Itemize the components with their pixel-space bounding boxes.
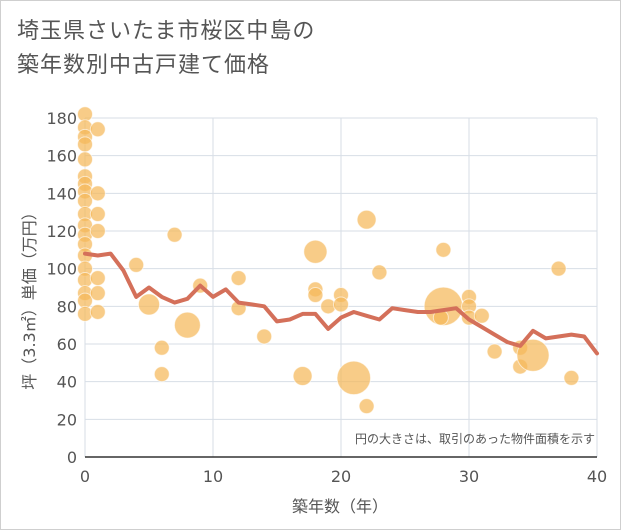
bubble-point-24[interactable]: [89, 285, 106, 302]
y-tick-label-80: 80: [57, 297, 77, 316]
x-tick-label-40: 40: [587, 467, 607, 486]
bubble-point-35[interactable]: [256, 328, 273, 345]
bubble-point-44[interactable]: [356, 209, 377, 230]
bubble-point-27[interactable]: [137, 293, 161, 316]
x-tick-label-10: 10: [203, 467, 223, 486]
bubble-point-31[interactable]: [173, 311, 201, 339]
size-annotation: 円の大きさは、取引のあった物件面積を示す: [355, 431, 595, 446]
bubble-point-30[interactable]: [166, 226, 183, 243]
bubble-point-29[interactable]: [153, 366, 170, 383]
x-tick-label-30: 30: [459, 467, 479, 486]
bubble-point-26[interactable]: [128, 256, 145, 273]
bubble-point-33[interactable]: [230, 270, 247, 287]
bubble-point-58[interactable]: [550, 260, 567, 277]
chart-title-line-2: 築年数別中古戸建て価格: [17, 53, 271, 78]
y-tick-label-180: 180: [46, 109, 77, 128]
bubble-point-23[interactable]: [89, 270, 106, 287]
y-tick-label-140: 140: [46, 184, 77, 203]
y-tick-label-120: 120: [46, 222, 77, 241]
bubble-point-3[interactable]: [77, 136, 93, 153]
bubble-point-43[interactable]: [336, 360, 372, 396]
y-tick-label-160: 160: [46, 147, 77, 166]
bubble-point-46[interactable]: [371, 264, 388, 281]
y-tick-label-0: 0: [67, 448, 77, 467]
chart-title: 埼玉県さいたま市桜区中島の 築年数別中古戸建て価格: [17, 15, 315, 83]
bubble-point-19[interactable]: [89, 121, 106, 138]
bubble-point-53[interactable]: [473, 307, 490, 324]
bubble-point-25[interactable]: [89, 303, 106, 320]
trend-series: [83, 251, 599, 356]
x-tick-label-20: 20: [331, 467, 351, 486]
bubble-point-37[interactable]: [303, 239, 328, 264]
average-trend-line: [83, 251, 599, 356]
y-tick-label-20: 20: [57, 410, 77, 429]
y-tick-label-100: 100: [46, 260, 77, 279]
bubble-point-22[interactable]: [89, 223, 106, 239]
y-tick-label-40: 40: [57, 373, 77, 392]
y-axis-label: 坪（3.3㎡）単価（万円）: [20, 204, 39, 389]
grid-lines: [84, 117, 598, 458]
bubble-point-21[interactable]: [89, 206, 106, 223]
bubble-point-48[interactable]: [435, 241, 452, 258]
y-tick-label-60: 60: [57, 335, 77, 354]
bubble-point-59[interactable]: [563, 369, 580, 386]
axis-ticks: 0 20 40 60 80 100 120 140 160 180 0 10 20 30 40: [46, 109, 607, 486]
x-tick-label-0: 0: [80, 467, 90, 486]
bubble-point-57[interactable]: [516, 338, 550, 372]
bubble-point-4[interactable]: [77, 151, 93, 168]
bubble-point-36[interactable]: [292, 366, 313, 387]
bubble-point-20[interactable]: [89, 185, 106, 202]
bubble-point-45[interactable]: [358, 398, 375, 415]
bubble-point-54[interactable]: [486, 343, 503, 360]
bubble-point-28[interactable]: [153, 339, 170, 356]
bubble-series: [77, 106, 580, 415]
bubble-point-39[interactable]: [307, 287, 324, 304]
bubble-point-42[interactable]: [333, 296, 349, 313]
chart-title-line-1: 埼玉県さいたま市桜区中島の: [17, 19, 316, 44]
x-axis-label: 築年数（年）: [292, 497, 388, 516]
